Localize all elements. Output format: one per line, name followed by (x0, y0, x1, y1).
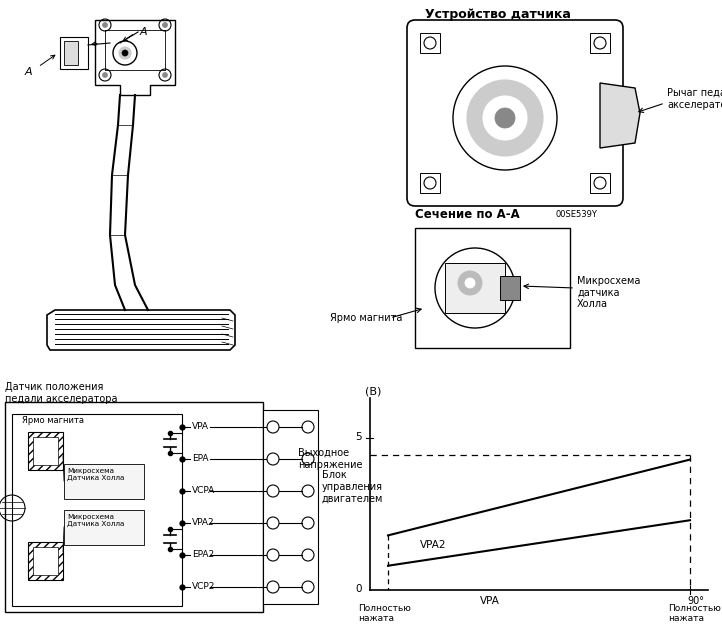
Text: Микросхема
Датчика Холла: Микросхема Датчика Холла (67, 468, 124, 481)
Bar (64, 510, 144, 545)
Bar (500, 276, 520, 300)
Bar (590, 173, 610, 193)
Text: Выходное
напряжение: Выходное напряжение (298, 448, 362, 470)
Text: Рычаг педали
акселератора.: Рычаг педали акселератора. (667, 88, 722, 110)
Text: A: A (140, 27, 147, 37)
Bar (590, 33, 610, 53)
Text: 00SE539Y: 00SE539Y (555, 210, 597, 219)
Bar (64, 41, 78, 65)
Text: Ярмо магнита: Ярмо магнита (330, 313, 402, 323)
Bar (420, 173, 440, 193)
Bar (64, 464, 144, 499)
Bar (33, 547, 58, 575)
Text: 5: 5 (355, 432, 362, 442)
Text: Датчик положения
педали акселератора: Датчик положения педали акселератора (5, 382, 118, 404)
Bar (28, 432, 63, 470)
FancyBboxPatch shape (407, 20, 623, 206)
Text: Полностью
нажата: Полностью нажата (668, 604, 721, 624)
Circle shape (465, 278, 475, 288)
Bar (60, 37, 88, 69)
Circle shape (458, 271, 482, 295)
Circle shape (467, 80, 543, 156)
Text: VPA: VPA (480, 596, 500, 606)
Polygon shape (47, 310, 235, 350)
Circle shape (103, 23, 108, 27)
Circle shape (122, 50, 128, 56)
Text: Микросхема
датчика
Холла: Микросхема датчика Холла (577, 276, 640, 309)
Circle shape (483, 96, 527, 140)
Bar (28, 542, 63, 580)
Text: Блок
управления
двигателем: Блок управления двигателем (322, 470, 383, 503)
Text: EPA: EPA (192, 454, 209, 463)
Text: (B): (B) (365, 386, 381, 396)
Circle shape (162, 73, 168, 77)
Text: VPA2: VPA2 (192, 518, 214, 527)
Text: VPA: VPA (192, 422, 209, 431)
Bar (5, 402, 263, 612)
Text: Микросхема
Датчика Холла: Микросхема Датчика Холла (67, 514, 124, 527)
Text: VCP2: VCP2 (192, 582, 215, 591)
Text: Сечение по А-А: Сечение по А-А (415, 208, 520, 221)
Bar (415, 228, 570, 348)
Text: A: A (25, 67, 32, 77)
Text: 90°: 90° (687, 596, 704, 606)
Text: Полностью
нажата: Полностью нажата (358, 604, 411, 624)
Text: Ярмо магнита: Ярмо магнита (22, 416, 84, 425)
Text: VPA2: VPA2 (420, 541, 446, 551)
Bar (420, 33, 440, 53)
Circle shape (162, 23, 168, 27)
Bar (445, 263, 505, 313)
Circle shape (103, 73, 108, 77)
Text: Устройство датчика: Устройство датчика (425, 8, 571, 21)
Polygon shape (600, 83, 640, 148)
Bar (263, 410, 318, 604)
Circle shape (495, 108, 515, 128)
Polygon shape (95, 20, 175, 95)
Circle shape (119, 47, 131, 59)
Text: VCPA: VCPA (192, 486, 215, 495)
Bar (33, 437, 58, 465)
Text: EPA2: EPA2 (192, 550, 214, 559)
Text: 0: 0 (355, 584, 362, 594)
Bar (12, 414, 182, 606)
